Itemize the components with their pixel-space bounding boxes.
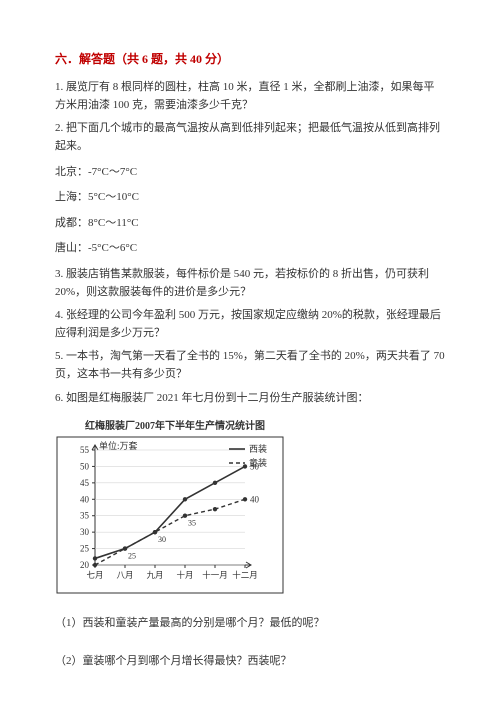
problem-5: 5. 一本书，淘气第一天看了全书的 15%，第二天看了全书的 20%，两天共看了…	[55, 348, 445, 383]
svg-text:七月: 七月	[86, 570, 103, 580]
svg-text:西装: 西装	[249, 443, 267, 454]
svg-text:十一月: 十一月	[202, 570, 228, 580]
svg-text:单位:万套: 单位:万套	[99, 440, 138, 451]
city-tangshan: 唐山：-5°C～6°C	[55, 240, 445, 258]
svg-text:九月: 九月	[146, 570, 163, 580]
city-shanghai: 上海：5°C～10°C	[55, 189, 445, 207]
svg-text:35: 35	[80, 511, 90, 521]
city-chengdu: 成都：8°C～11°C	[55, 215, 445, 233]
svg-text:40: 40	[80, 494, 90, 504]
svg-text:十月: 十月	[176, 570, 193, 580]
problem-2: 2. 把下面几个城市的最高气温按从高到低排列起来；把最低气温按从低到高排列起来。	[55, 120, 445, 155]
svg-text:十二月: 十二月	[232, 570, 258, 580]
svg-text:20: 20	[80, 560, 90, 570]
problem-1: 1. 展览厅有 8 根同样的圆柱，柱高 10 米，直径 1 米，全都刷上油漆，如…	[55, 79, 445, 114]
problem-3: 3. 服装店销售某款服装，每件标价是 540 元，若按标价的 8 折出售，仍可获…	[55, 266, 445, 301]
problem-6: 6. 如图是红梅服装厂 2021 年七月份到十二月份生产服装统计图：	[55, 390, 445, 408]
svg-text:童装: 童装	[249, 457, 267, 468]
sub-question-2: （2）童装哪个月到哪个月增长得最快？西装呢？	[55, 653, 445, 671]
svg-text:45: 45	[80, 478, 90, 488]
section-title: 六．解答题（共 6 题，共 40 分）	[55, 50, 445, 69]
svg-text:30: 30	[80, 527, 90, 537]
city-beijing: 北京：-7°C～7°C	[55, 164, 445, 182]
svg-text:35: 35	[188, 519, 196, 528]
svg-text:50: 50	[80, 462, 90, 472]
svg-text:八月: 八月	[116, 570, 133, 580]
line-chart: 单位:万套2025303540455055七月八月九月十月十一月十二月50402…	[55, 435, 285, 595]
chart-title: 红梅服装厂2007年下半年生产情况统计图	[85, 419, 445, 435]
svg-text:30: 30	[158, 535, 166, 544]
svg-text:25: 25	[128, 552, 136, 561]
chart-container: 红梅服装厂2007年下半年生产情况统计图 单位:万套 20 25 30 35 40 45 50…	[55, 419, 445, 595]
svg-text:40: 40	[250, 494, 260, 504]
svg-text:55: 55	[80, 445, 90, 455]
svg-text:25: 25	[80, 544, 90, 554]
problem-4: 4. 张经理的公司今年盈利 500 万元，按国家规定应缴纳 20%的税款，张经理…	[55, 307, 445, 342]
sub-question-1: （1）西装和童装产量最高的分别是哪个月？最低的呢？	[55, 615, 445, 633]
